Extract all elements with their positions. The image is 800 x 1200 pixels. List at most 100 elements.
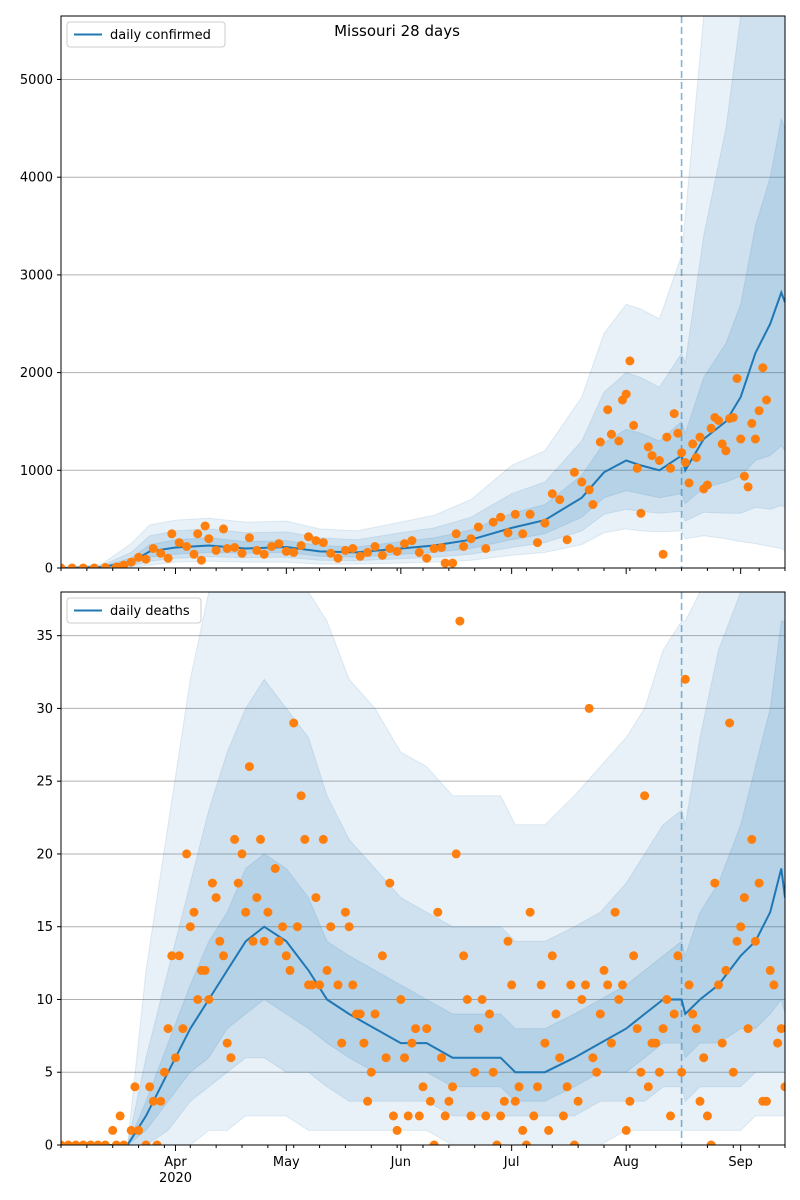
observed-point	[377, 951, 387, 961]
x-tick-label: Aug	[613, 1155, 638, 1170]
observed-point	[533, 538, 542, 548]
observed-point	[451, 529, 461, 539]
y-tick-label: 5	[45, 1066, 53, 1081]
observed-point	[418, 1082, 428, 1092]
observed-point	[307, 980, 317, 990]
observed-point	[732, 936, 742, 946]
observed-point	[654, 456, 664, 465]
observed-point	[148, 544, 158, 553]
observed-point	[747, 834, 757, 844]
observed-point	[348, 544, 358, 553]
legend-box	[66, 21, 226, 48]
observed-point	[171, 1053, 180, 1063]
observed-point	[193, 995, 203, 1004]
observed-point	[241, 907, 251, 917]
observed-point	[510, 1096, 520, 1106]
observed-point	[695, 1096, 705, 1106]
observed-point	[739, 471, 749, 481]
observed-point	[207, 878, 217, 888]
observed-point	[577, 995, 587, 1004]
observed-point	[625, 1096, 635, 1106]
observed-point	[174, 951, 184, 961]
observed-point	[776, 1024, 785, 1034]
observed-point	[215, 936, 225, 946]
observed-point	[599, 965, 609, 975]
observed-point	[743, 1024, 753, 1034]
observed-point	[688, 439, 698, 449]
observed-point	[141, 1140, 151, 1145]
y-tick-label: 1000	[20, 464, 53, 479]
observed-point	[636, 1067, 646, 1077]
observed-point	[706, 1140, 716, 1145]
observed-point	[503, 936, 513, 946]
y-tick-label: 15	[36, 920, 53, 935]
observed-point	[662, 432, 672, 442]
observed-point	[429, 1140, 439, 1145]
uncertainty-band-outer	[61, 16, 785, 568]
observed-point	[728, 413, 738, 422]
observed-point	[433, 907, 443, 917]
observed-point	[311, 893, 321, 903]
observed-point	[237, 548, 247, 558]
observed-point	[119, 1140, 129, 1145]
observed-point	[167, 951, 177, 961]
observed-point	[281, 951, 291, 961]
plot-area	[61, 592, 785, 1145]
observed-point	[507, 980, 517, 990]
observed-point	[739, 893, 749, 903]
observed-point	[584, 485, 594, 495]
observed-point	[595, 1009, 605, 1019]
observed-point	[422, 1024, 432, 1034]
observed-point	[71, 1140, 81, 1145]
observed-point	[126, 557, 136, 567]
observed-point	[333, 553, 343, 563]
observed-point	[470, 1067, 480, 1077]
observed-point	[603, 980, 613, 990]
observed-point	[680, 458, 690, 467]
observed-point	[691, 1024, 701, 1034]
observed-point	[714, 980, 723, 990]
median-line	[61, 868, 785, 1145]
observed-point	[78, 1140, 88, 1145]
observed-point	[466, 1111, 476, 1121]
observed-point	[111, 562, 121, 568]
observed-point	[237, 849, 247, 859]
observed-point	[632, 463, 642, 473]
observed-point	[163, 553, 173, 563]
y-tick-label: 2000	[20, 366, 53, 381]
observed-point	[529, 1111, 539, 1121]
observed-point	[219, 951, 228, 961]
observed-point	[747, 418, 757, 428]
observed-point	[392, 546, 402, 556]
observed-point	[414, 547, 424, 557]
legend-label: daily confirmed	[110, 28, 211, 43]
observed-point	[189, 907, 199, 917]
observed-point	[100, 563, 110, 568]
observed-point	[654, 1067, 664, 1077]
observed-point	[481, 1111, 491, 1121]
observed-point	[148, 1096, 158, 1106]
observed-point	[281, 546, 291, 556]
observed-point	[569, 467, 579, 477]
observed-point	[196, 555, 206, 565]
observed-point	[717, 1038, 727, 1048]
observed-point	[318, 538, 328, 548]
observed-point	[141, 554, 151, 564]
observed-point	[750, 434, 760, 444]
observed-point	[130, 1082, 140, 1092]
observed-point	[322, 965, 332, 975]
observed-point	[185, 922, 195, 932]
observed-point	[252, 545, 262, 555]
observed-point	[326, 922, 336, 932]
observed-point	[640, 791, 650, 801]
observed-point	[274, 936, 284, 946]
observed-point	[348, 980, 358, 990]
observed-point	[200, 521, 210, 531]
observed-point	[363, 547, 373, 557]
observed-point	[340, 907, 350, 917]
observed-point	[392, 1125, 402, 1135]
observed-point	[459, 951, 469, 961]
observed-point	[618, 980, 627, 990]
observed-point	[725, 718, 735, 728]
uncertainty-band-middle	[61, 16, 785, 568]
